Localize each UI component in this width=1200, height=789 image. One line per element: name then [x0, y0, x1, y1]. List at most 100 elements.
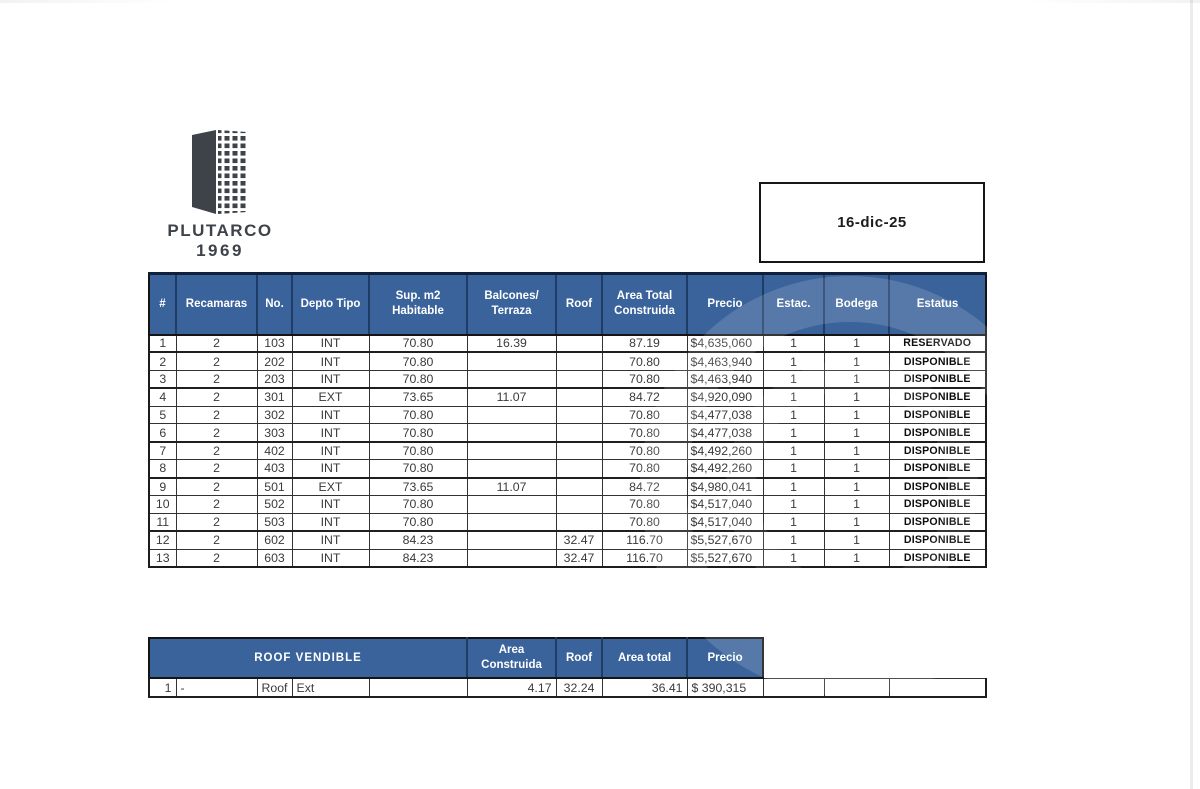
cell-roof — [555, 369, 603, 390]
roof-cell-4 — [368, 677, 468, 698]
roof-cell-1: - — [175, 677, 258, 698]
cell-recamaras: 2 — [175, 530, 258, 550]
unit-row: 6 2 303 INT 70.80 70.80 $4,477,038 1 1 DISPONIBLE — [148, 423, 987, 443]
cell-estatus: DISPONIBLE — [888, 369, 987, 390]
cell-estatus: DISPONIBLE — [888, 477, 987, 497]
cell-depto-tipo: INT — [291, 548, 370, 569]
cell-estatus: DISPONIBLE — [888, 459, 987, 479]
col-header-estatus: Estatus — [888, 272, 987, 336]
cell-roof — [555, 423, 603, 443]
col-header-sup-m2: Sup. m2 Habitable — [368, 272, 468, 336]
cell-depto-tipo: INT — [291, 459, 370, 479]
brand-name: PLUTARCO — [167, 221, 273, 240]
cell-estac: 1 — [762, 459, 825, 479]
cell-bodega: 1 — [823, 495, 890, 514]
brand-logo: PLUTARCO 1969 — [150, 128, 290, 261]
cell-precio: $4,463,940 — [686, 351, 764, 371]
unit-row: 13 2 603 INT 84.23 32.47 116.70 $5,527,670 1 1 DIS… — [148, 548, 987, 569]
roof-cell-6: 32.24 — [555, 677, 603, 698]
cell-depto-tipo: INT — [291, 423, 370, 443]
cell-balcones — [466, 405, 557, 425]
cell-area-total: 70.80 — [601, 369, 688, 390]
unit-row: 12 2 602 INT 84.23 32.47 116.70 $5,527,670 1 1 DIS… — [148, 530, 987, 550]
cell-estatus: DISPONIBLE — [888, 548, 987, 569]
cell-depto-tipo: INT — [291, 441, 370, 461]
cell-area-total: 70.80 — [601, 459, 688, 479]
roof-col-precio: Precio — [686, 637, 765, 679]
cell-num: 2 — [148, 351, 177, 371]
cell-estac: 1 — [762, 351, 825, 371]
cell-recamaras: 2 — [175, 387, 258, 407]
col-header-no: No. — [256, 272, 293, 336]
cell-recamaras: 2 — [175, 423, 258, 443]
roof-cell-3: Ext — [291, 677, 370, 698]
cell-no: 501 — [256, 477, 293, 497]
unit-row: 2 2 202 INT 70.80 70.80 $4,463,940 1 1 DISPONIBLE — [148, 351, 987, 371]
cell-recamaras: 2 — [175, 548, 258, 569]
cell-area-total: 116.70 — [601, 548, 688, 569]
cell-area-total: 70.80 — [601, 495, 688, 514]
cell-estatus: DISPONIBLE — [888, 351, 987, 371]
cell-estatus: RESERVADO — [888, 334, 987, 354]
cell-precio: $4,920,090 — [686, 387, 764, 407]
unit-row: 7 2 402 INT 70.80 70.80 $4,492,260 1 1 DISPONIBLE — [148, 441, 987, 461]
cell-num: 10 — [148, 495, 177, 514]
cell-roof — [555, 405, 603, 425]
roof-header-ghost — [824, 638, 889, 678]
cell-precio: $4,492,260 — [686, 459, 764, 479]
cell-sup-m2: 84.23 — [368, 548, 468, 569]
cell-estac: 1 — [762, 548, 825, 569]
cell-balcones — [466, 495, 557, 514]
cell-sup-m2: 70.80 — [368, 459, 468, 479]
cell-num: 12 — [148, 530, 177, 550]
unit-row: 5 2 302 INT 70.80 70.80 $4,477,038 1 1 DISPONIBLE — [148, 405, 987, 425]
cell-recamaras: 2 — [175, 512, 258, 533]
cell-area-total: 84.72 — [601, 477, 688, 497]
cell-bodega: 1 — [823, 548, 890, 569]
cell-bodega: 1 — [823, 405, 890, 425]
cell-precio: $4,477,038 — [686, 423, 764, 443]
cell-area-total: 70.80 — [601, 512, 688, 533]
cell-bodega: 1 — [823, 512, 890, 533]
cell-roof — [555, 495, 603, 514]
cell-estac: 1 — [762, 387, 825, 407]
roof-cell-11 — [888, 677, 988, 698]
cell-recamaras: 2 — [175, 495, 258, 514]
col-header-roof: Roof — [555, 272, 603, 336]
cell-sup-m2: 70.80 — [368, 512, 468, 533]
cell-no: 103 — [256, 334, 293, 354]
cell-no: 303 — [256, 423, 293, 443]
cell-recamaras: 2 — [175, 405, 258, 425]
unit-row: 4 2 301 EXT 73.65 11.07 84.72 $4,920,090 1 1 DISPO… — [148, 387, 987, 407]
cell-no: 402 — [256, 441, 293, 461]
cell-roof — [555, 351, 603, 371]
cell-num: 13 — [148, 548, 177, 569]
cell-area-total: 70.80 — [601, 351, 688, 371]
cell-depto-tipo: EXT — [291, 387, 370, 407]
cell-num: 1 — [148, 334, 177, 354]
cell-precio: $5,527,670 — [686, 530, 764, 550]
cell-area-total: 84.72 — [601, 387, 688, 407]
units-header-row: # Recamaras No. Depto Tipo Sup. m2 Habit… — [148, 272, 987, 336]
roof-cell-0: 1 — [148, 677, 177, 698]
cell-estatus: DISPONIBLE — [888, 423, 987, 443]
unit-row: 8 2 403 INT 70.80 70.80 $4,492,260 1 1 DISPONIBLE — [148, 459, 987, 479]
cell-estatus: DISPONIBLE — [888, 512, 987, 533]
cell-num: 9 — [148, 477, 177, 497]
cell-estatus: DISPONIBLE — [888, 495, 987, 514]
cell-bodega: 1 — [823, 423, 890, 443]
cell-estatus: DISPONIBLE — [888, 387, 987, 407]
cell-estac: 1 — [762, 334, 825, 354]
cell-recamaras: 2 — [175, 441, 258, 461]
roof-row: 1- Roof Ext 4.17 32.24 36.41 $ 390,315 — [148, 677, 988, 698]
photo-edge — [1190, 0, 1193, 789]
cell-bodega: 1 — [823, 387, 890, 407]
cell-recamaras: 2 — [175, 334, 258, 354]
cell-sup-m2: 70.80 — [368, 334, 468, 354]
cell-depto-tipo: EXT — [291, 477, 370, 497]
cell-estac: 1 — [762, 530, 825, 550]
photo-edge — [0, 0, 1200, 3]
cell-no: 602 — [256, 530, 293, 550]
cell-recamaras: 2 — [175, 477, 258, 497]
cell-roof — [555, 459, 603, 479]
